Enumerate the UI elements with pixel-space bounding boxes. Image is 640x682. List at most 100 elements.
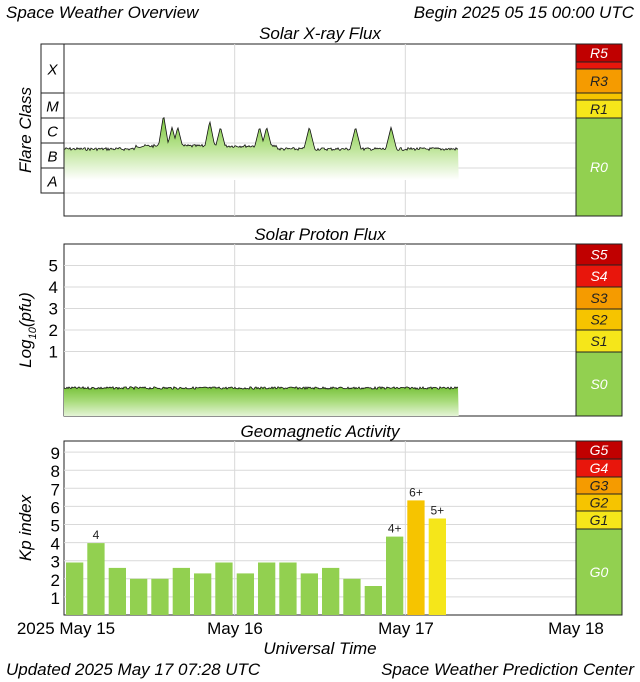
scale-label: S1 xyxy=(590,333,607,349)
kp-bar xyxy=(343,578,361,615)
proton-panel-title: Solar Proton Flux xyxy=(254,225,386,244)
kp-bar xyxy=(108,567,126,615)
header-title: Space Weather Overview xyxy=(6,3,200,22)
geomag-y-label: Kp index xyxy=(16,494,35,561)
scale-cell xyxy=(575,117,623,217)
scale-cell xyxy=(575,351,623,417)
kp-bar xyxy=(322,567,340,615)
proton-y-label-sub: 10 xyxy=(27,326,39,339)
kp-bar xyxy=(364,586,382,615)
scale-label: R0 xyxy=(590,159,608,175)
kp-bar xyxy=(300,573,318,615)
xray-flux-line xyxy=(63,117,459,152)
x-ticks: 2025 May 15 May 16 May 17 May 18 xyxy=(17,619,604,638)
kp-data-label: 4 xyxy=(93,528,100,542)
flare-class-label: C xyxy=(47,124,58,141)
scale-label: G3 xyxy=(590,478,609,494)
scale-cell xyxy=(575,528,623,616)
xray-plot-frame xyxy=(63,43,577,217)
flare-class-label: A xyxy=(46,174,57,191)
xray-panel-title: Solar X-ray Flux xyxy=(259,24,381,43)
kp-y-tick-label: 9 xyxy=(51,444,60,463)
x-tick-label: May 16 xyxy=(207,619,263,638)
scale-label: G4 xyxy=(590,460,609,476)
footer-center: Space Weather Prediction Center xyxy=(381,660,635,679)
solar-radiation-scale: S5 S4 S3 S2 S1 S0 xyxy=(575,243,623,417)
proton-y-label-main: Log xyxy=(16,339,35,368)
kp-data-label: 5+ xyxy=(430,504,444,518)
xray-plot xyxy=(63,43,577,217)
flare-class-label: M xyxy=(46,99,59,116)
flare-class-box xyxy=(40,167,65,194)
scale-label: G2 xyxy=(590,495,609,511)
proton-y-label: Log10(pfu) xyxy=(16,292,39,368)
proton-flux-line xyxy=(63,386,459,391)
scale-label: S3 xyxy=(590,290,607,306)
kp-bar xyxy=(279,562,297,615)
proton-flux-series xyxy=(63,386,459,416)
geomag-panel-title: Geomagnetic Activity xyxy=(240,422,401,441)
scale-label: R1 xyxy=(590,101,608,117)
kp-data-label: 6+ xyxy=(409,485,423,499)
kp-bar xyxy=(130,578,148,615)
scale-label: S4 xyxy=(590,268,607,284)
scale-label: R3 xyxy=(590,73,608,89)
proton-gridlines xyxy=(64,244,576,416)
scale-label: G5 xyxy=(590,442,609,458)
kp-bar xyxy=(407,500,425,615)
kp-y-tick-label: 1 xyxy=(51,589,60,608)
scale-label: G1 xyxy=(590,512,609,528)
kp-data-label: 4+ xyxy=(388,522,402,536)
proton-y-tick-label: 3 xyxy=(49,300,58,319)
x-axis-label: Universal Time xyxy=(263,639,376,658)
proton-y-tick-label: 4 xyxy=(49,278,58,297)
proton-y-tick-label: 2 xyxy=(49,321,58,340)
kp-y-tick-label: 7 xyxy=(51,480,60,499)
scale-label: S2 xyxy=(590,312,607,328)
scale-sliver-r4 xyxy=(575,61,623,70)
kp-bar xyxy=(194,573,212,615)
kp-y-tick-label: 8 xyxy=(51,462,60,481)
geomag-gridlines xyxy=(64,441,576,615)
kp-bar xyxy=(236,573,254,615)
proton-y-tick-label: 1 xyxy=(49,343,58,362)
proton-flux-area xyxy=(64,386,459,416)
kp-bar xyxy=(151,578,169,615)
x-tick-label: May 18 xyxy=(548,619,604,638)
scale-label: S5 xyxy=(590,247,607,263)
proton-y-label-tail: (pfu) xyxy=(16,292,35,327)
kp-y-tick-label: 6 xyxy=(51,498,60,517)
kp-bar xyxy=(258,562,276,615)
kp-bar xyxy=(386,536,404,615)
flare-class-label: X xyxy=(46,62,58,79)
footer-updated: Updated 2025 May 17 07:28 UTC xyxy=(6,660,261,679)
kp-bars: 4 4+ 6+ 5+ xyxy=(66,485,446,615)
kp-bar xyxy=(215,562,233,615)
kp-y-tick-label: 5 xyxy=(51,517,60,536)
kp-bar xyxy=(428,518,446,615)
x-tick-label: 2025 May 15 xyxy=(17,619,115,638)
x-tick-label: May 17 xyxy=(378,619,434,638)
radio-blackout-scale: R5 R3 R1 R0 xyxy=(575,43,623,217)
proton-y-ticks: 1 2 3 4 5 xyxy=(49,257,58,362)
xray-flux-area xyxy=(64,117,459,180)
geomag-plot: 4 4+ 6+ 5+ xyxy=(63,440,577,616)
kp-bar xyxy=(172,567,190,615)
xray-flux-series xyxy=(63,117,459,180)
kp-y-tick-label: 4 xyxy=(51,535,60,554)
kp-bar xyxy=(66,562,84,615)
scale-label: G0 xyxy=(590,564,609,580)
scale-sliver-r2 xyxy=(575,92,623,101)
xray-y-label: Flare Class xyxy=(16,87,35,173)
kp-y-tick-label: 3 xyxy=(51,553,60,572)
proton-plot xyxy=(63,243,577,417)
kp-y-tick-label: 2 xyxy=(51,571,60,590)
scale-label: R5 xyxy=(590,45,608,61)
header-begin: Begin 2025 05 15 00:00 UTC xyxy=(414,3,635,22)
proton-y-tick-label: 5 xyxy=(49,257,58,276)
flare-class-label: B xyxy=(47,149,57,166)
